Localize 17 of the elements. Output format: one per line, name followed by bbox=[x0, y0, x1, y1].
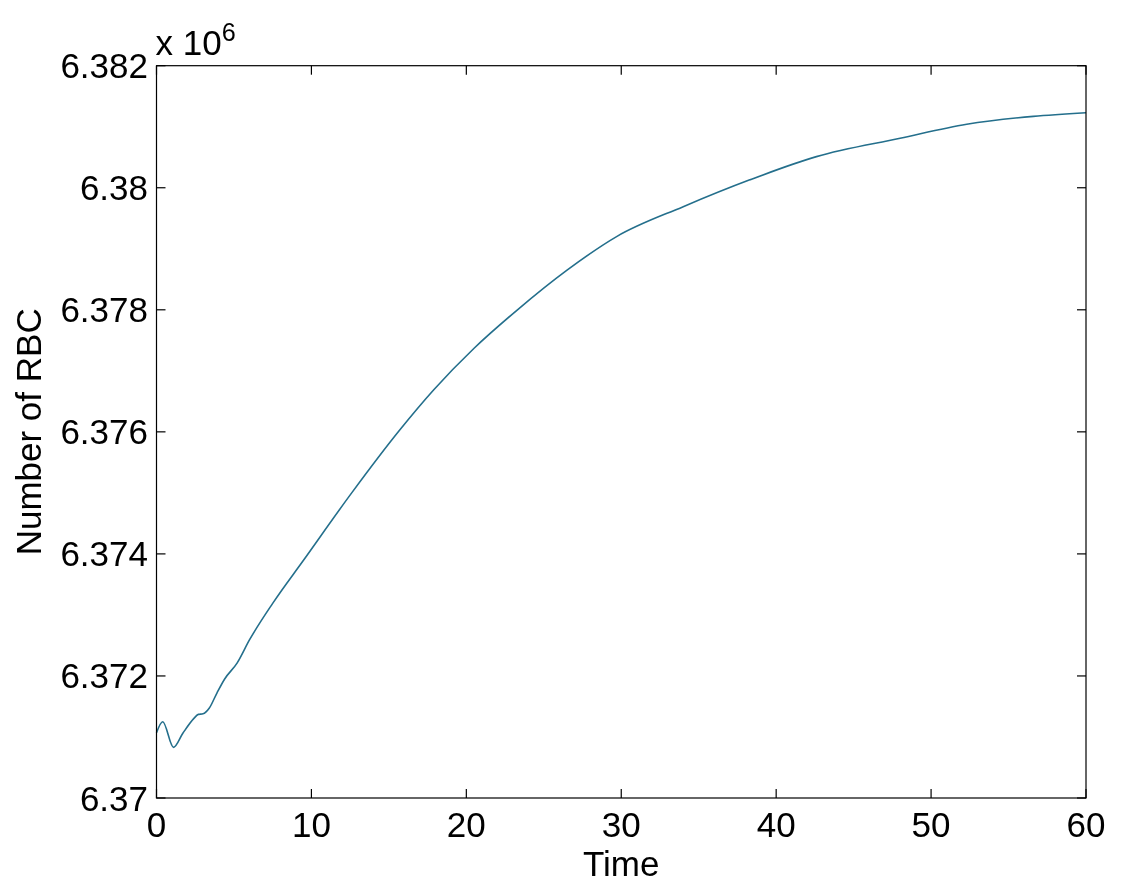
x-tick-label: 30 bbox=[601, 805, 641, 844]
x-tick-label: 20 bbox=[446, 805, 486, 844]
y-tick-label: 6.374 bbox=[60, 534, 148, 574]
text: x 10$^{6}$ bbox=[155, 18, 236, 62]
y-axis-title: Number of RBC bbox=[8, 308, 48, 556]
x-axis-title: Time bbox=[583, 844, 660, 883]
y-tick-label: 6.378 bbox=[60, 290, 148, 330]
x-tick-label: 40 bbox=[756, 805, 796, 844]
x-tick-label: 0 bbox=[146, 805, 167, 844]
y-tick-label: 6.382 bbox=[60, 46, 148, 86]
y-tick-label: 6.38 bbox=[79, 168, 148, 208]
y-tick-label: 6.37 bbox=[79, 778, 148, 818]
y-tick-label: 6.372 bbox=[60, 656, 148, 696]
x-tick-label: 60 bbox=[1066, 805, 1106, 844]
y-tick-label: 6.376 bbox=[60, 412, 148, 452]
x-tick-label: 10 bbox=[291, 805, 331, 844]
x-tick-label: 50 bbox=[911, 805, 951, 844]
